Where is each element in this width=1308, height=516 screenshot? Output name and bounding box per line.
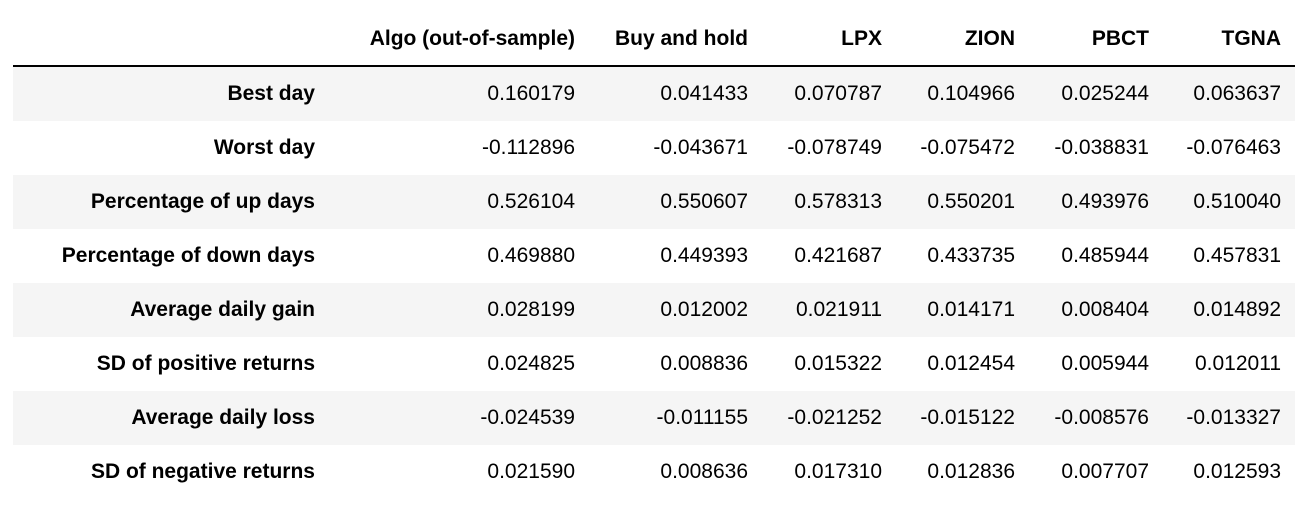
row-label: SD of negative returns — [90, 460, 315, 483]
row-label: SD of positive returns — [96, 352, 315, 375]
row-stripe — [13, 283, 1295, 337]
table-cell: 0.025244 — [1061, 82, 1149, 105]
header-rule — [13, 65, 1295, 67]
column-header: PBCT — [1091, 27, 1149, 50]
table-cell: 0.469880 — [487, 244, 575, 267]
table-cell: 0.578313 — [794, 190, 882, 213]
table-cell: 0.433735 — [927, 244, 1015, 267]
table-cell: 0.550201 — [927, 190, 1015, 213]
column-header: TGNA — [1221, 27, 1282, 50]
column-header: Algo (out-of-sample) — [369, 27, 575, 50]
table-cell: 0.526104 — [487, 190, 575, 213]
table-cell: 0.550607 — [660, 190, 748, 213]
table-cell: 0.014171 — [927, 298, 1015, 321]
table-cell: 0.005944 — [1061, 352, 1149, 375]
table-cell: 0.008404 — [1061, 298, 1149, 321]
table-cell: 0.012593 — [1193, 460, 1281, 483]
row-label: Average daily loss — [131, 406, 315, 429]
table-cell: -0.076463 — [1186, 136, 1281, 159]
table-cell: 0.007707 — [1061, 460, 1149, 483]
table-cell: -0.078749 — [787, 136, 882, 159]
table-cell: 0.008836 — [660, 352, 748, 375]
table-cell: 0.021911 — [795, 298, 882, 321]
table-cell: 0.012011 — [1194, 352, 1281, 375]
table-cell: -0.011155 — [656, 406, 748, 429]
row-label: Best day — [227, 82, 315, 105]
row-stripe — [13, 391, 1295, 445]
table-cell: 0.008636 — [660, 460, 748, 483]
row-stripe — [13, 175, 1295, 229]
column-header: ZION — [964, 27, 1015, 50]
table-cell: -0.008576 — [1054, 406, 1149, 429]
table-cell: 0.160179 — [487, 82, 575, 105]
table-cell: 0.015322 — [794, 352, 882, 375]
column-header: LPX — [841, 27, 882, 50]
table-cell: 0.063637 — [1193, 82, 1281, 105]
table-cell: -0.013327 — [1186, 406, 1281, 429]
column-header: Buy and hold — [615, 27, 748, 50]
table-cell: 0.510040 — [1193, 190, 1281, 213]
table-cell: 0.485944 — [1061, 244, 1149, 267]
table-cell: -0.024539 — [480, 406, 575, 429]
table-cell: -0.043671 — [653, 136, 748, 159]
table-cell: 0.017310 — [794, 460, 882, 483]
table-cell: 0.449393 — [660, 244, 748, 267]
table-cell: 0.421687 — [794, 244, 882, 267]
table-cell: 0.014892 — [1193, 298, 1281, 321]
table-cell: 0.041433 — [660, 82, 748, 105]
table-cell: -0.021252 — [787, 406, 882, 429]
table-cell: -0.038831 — [1054, 136, 1149, 159]
row-stripe — [13, 67, 1295, 121]
table-cell: -0.075472 — [920, 136, 1015, 159]
table-cell: 0.457831 — [1193, 244, 1281, 267]
row-label: Average daily gain — [130, 298, 315, 321]
table-cell: 0.012836 — [927, 460, 1015, 483]
row-label: Percentage of up days — [90, 190, 315, 213]
table-cell: 0.070787 — [794, 82, 882, 105]
table-cell: -0.112896 — [481, 136, 575, 159]
table-cell: 0.024825 — [487, 352, 575, 375]
table-cell: 0.493976 — [1061, 190, 1149, 213]
table-cell: 0.104966 — [927, 82, 1015, 105]
table-cell: -0.015122 — [920, 406, 1015, 429]
table-cell: 0.021590 — [487, 460, 575, 483]
table-cell: 0.012454 — [927, 352, 1015, 375]
row-label: Worst day — [213, 136, 315, 159]
table-cell: 0.028199 — [487, 298, 575, 321]
row-label: Percentage of down days — [61, 244, 315, 267]
table-cell: 0.012002 — [660, 298, 748, 321]
